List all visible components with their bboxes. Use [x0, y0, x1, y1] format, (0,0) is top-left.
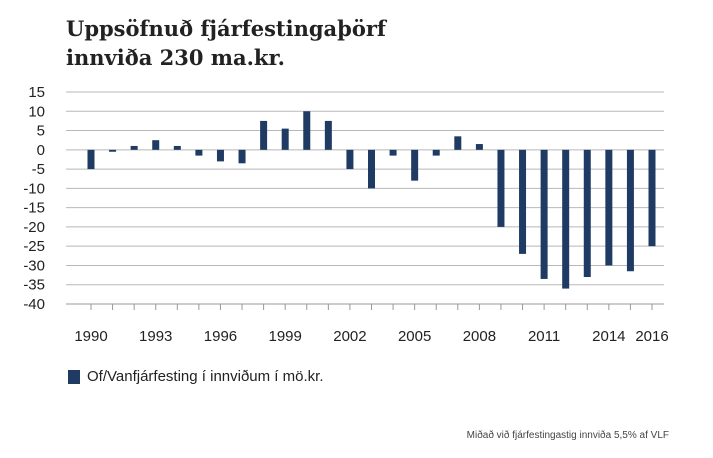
y-tick-label: -40 — [23, 296, 45, 313]
bars — [87, 111, 656, 289]
y-tick-label: 5 — [37, 123, 45, 140]
x-axis: 1990 1993 1996 1999 2002 2005 2008 2011 2014 2016 — [66, 303, 669, 345]
bar-2007 — [454, 136, 462, 150]
bar-2013 — [583, 149, 591, 278]
x-tick-label: 1999 — [269, 328, 302, 345]
y-tick-label: 10 — [28, 103, 45, 120]
bar-1999 — [281, 128, 289, 150]
bar-1990 — [87, 149, 95, 170]
bar-2002 — [346, 149, 354, 170]
y-tick-label: 0 — [37, 142, 45, 159]
bar-2004 — [389, 149, 397, 156]
bar-2010 — [519, 149, 527, 254]
bar-2000 — [303, 111, 311, 150]
x-tick-label: 2016 — [635, 328, 668, 345]
bar-2001 — [324, 120, 332, 150]
y-tick-label: -20 — [23, 219, 45, 236]
y-tick-label: -5 — [32, 161, 45, 178]
y-axis-ticks: 15 10 5 0 -5 -10 -15 -20 -25 -30 -35 -40 — [23, 84, 45, 313]
x-tick-label: 2008 — [463, 328, 496, 345]
bar-2015 — [626, 149, 634, 272]
legend: Of/Vanfjárfesting í innviðum í mö.kr. — [68, 368, 323, 385]
bar-2012 — [562, 149, 570, 289]
x-tick-label: 1990 — [74, 328, 107, 345]
y-tick-label: 15 — [28, 84, 45, 101]
bar-2009 — [497, 149, 505, 227]
x-tick-label: 2011 — [528, 328, 560, 345]
legend-label: Of/Vanfjárfesting í innviðum í mö.kr. — [87, 368, 324, 385]
chart-title-line-2: innviða 230 ma.kr. — [66, 45, 285, 70]
bar-1994 — [173, 145, 181, 150]
bar-1998 — [260, 120, 268, 150]
bar-1992 — [130, 145, 138, 150]
chart-title: Uppsöfnuð fjárfestingaþörf innviða 230 m… — [66, 14, 626, 72]
bar-1997 — [238, 149, 246, 164]
bar-2008 — [475, 144, 483, 150]
bar-2011 — [540, 149, 548, 279]
bar-2006 — [432, 149, 440, 156]
bar-2016 — [648, 149, 656, 247]
chart-title-line-1: Uppsöfnuð fjárfestingaþörf — [66, 16, 386, 41]
x-tick-label: 1996 — [204, 328, 237, 345]
x-tick-label: 2014 — [592, 328, 625, 345]
bar-2003 — [368, 149, 375, 189]
y-tick-label: -30 — [23, 257, 45, 274]
x-tick-label: 1993 — [139, 328, 172, 345]
bar-1995 — [195, 149, 203, 156]
x-tick-label: 2002 — [333, 328, 366, 345]
y-tick-label: -15 — [23, 200, 45, 217]
bar-2014 — [605, 149, 613, 266]
bar-1991 — [109, 149, 117, 152]
y-tick-label: -10 — [23, 180, 45, 197]
y-tick-label: -35 — [23, 277, 45, 294]
legend-swatch — [68, 369, 80, 384]
bar-1993 — [152, 140, 160, 150]
gridlines — [66, 91, 664, 305]
x-tick-label: 2005 — [398, 328, 431, 345]
footnote: Miðað við fjárfestingastig innviða 5,5% … — [466, 430, 669, 441]
bar-2005 — [411, 149, 419, 181]
bar-1996 — [216, 149, 224, 162]
y-tick-label: -25 — [23, 238, 45, 255]
